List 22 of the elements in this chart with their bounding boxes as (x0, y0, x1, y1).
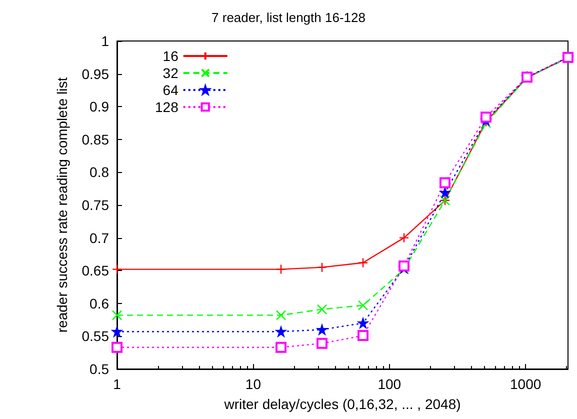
x-tick-label: 10 (245, 376, 262, 392)
y-axis-title: reader success rate reading complete list (54, 77, 70, 333)
y-tick-label: 0.8 (90, 164, 110, 180)
y-tick-label: 0.6 (90, 295, 110, 312)
y-tick-label: 0.5 (90, 361, 110, 377)
legend-label: 32 (162, 65, 179, 81)
x-tick-label: 100 (378, 376, 402, 392)
y-tick-label: 0.65 (82, 262, 110, 279)
y-tick-label: 0.95 (82, 66, 110, 82)
y-tick-label: 0.7 (90, 230, 110, 246)
y-tick-label: 0.85 (82, 131, 110, 148)
y-tick-label: 1 (101, 33, 110, 49)
y-tick-label: 0.75 (82, 197, 110, 213)
y-tick-label: 0.55 (82, 328, 110, 344)
y-tick-label: 0.9 (90, 98, 110, 115)
chart-title: 7 reader, list length 16-128 (212, 10, 366, 25)
legend-label: 16 (162, 48, 179, 64)
x-tick-label: 1 (113, 376, 122, 392)
x-tick-label: 1000 (510, 376, 542, 392)
legend-label: 64 (162, 82, 179, 98)
x-axis-title: writer delay/cycles (0,16,32, ... , 2048) (223, 396, 461, 412)
legend-label: 128 (155, 99, 179, 115)
